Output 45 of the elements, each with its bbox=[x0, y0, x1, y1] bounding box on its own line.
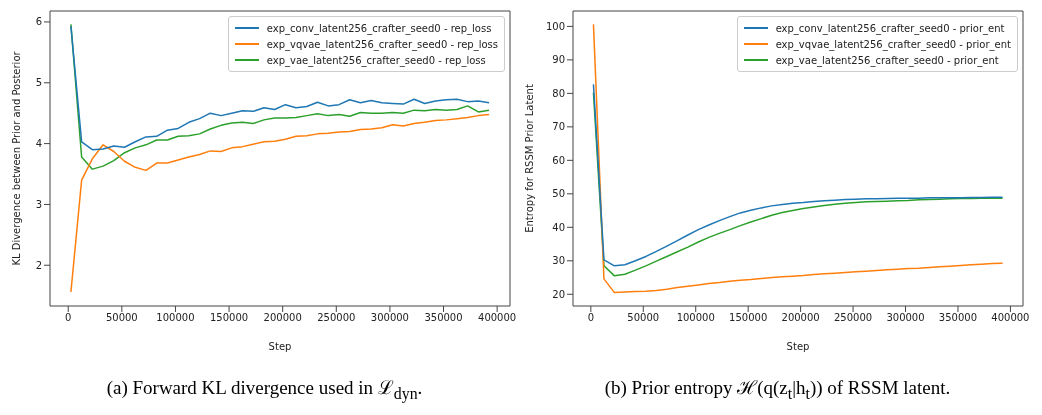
x-tick-label: 300000 bbox=[886, 312, 925, 324]
y-axis-title: Entropy for RSSM Prior Latent bbox=[523, 84, 535, 233]
legend-label: exp_conv_latent256_crafter_seed0 - prior_ent bbox=[775, 22, 1005, 34]
y-tick-label: 6 bbox=[35, 16, 42, 28]
y-tick-label: 70 bbox=[552, 121, 565, 133]
y-tick-label: 40 bbox=[552, 221, 565, 233]
x-tick-label: 50000 bbox=[105, 312, 138, 324]
x-tick-label: 150000 bbox=[209, 312, 249, 324]
text: (b) Prior entropy ℋ(q(z$_{t}$|h$_{t}$)) of RSSM latent. bbox=[603, 376, 952, 403]
x-tick-label: 400000 bbox=[478, 312, 517, 324]
y-tick-label: 80 bbox=[552, 87, 565, 99]
y-tick-label: 50 bbox=[552, 188, 565, 200]
x-tick-label: 100000 bbox=[156, 312, 195, 324]
x-tick-label: 250000 bbox=[317, 312, 356, 324]
x-tick-label: 50000 bbox=[627, 312, 660, 324]
x-tick-label: 0 bbox=[65, 312, 72, 324]
text: (a) Forward KL divergence used in ℒ$_{dyn}$. bbox=[105, 376, 424, 403]
x-tick-label: 400000 bbox=[991, 312, 1030, 324]
legend-label: exp_vae_latent256_crafter_seed0 - prior_ent bbox=[775, 54, 999, 66]
x-tick-label: 350000 bbox=[938, 312, 978, 324]
x-tick-label: 200000 bbox=[263, 312, 302, 324]
legend-label: exp_vqvae_latent256_crafter_seed0 - rep_loss bbox=[266, 38, 498, 50]
x-tick-label: 0 bbox=[587, 312, 595, 324]
y-tick-label: 20 bbox=[552, 288, 565, 300]
y-tick-label: 4 bbox=[35, 138, 42, 150]
y-tick-label: 5 bbox=[35, 77, 42, 89]
x-tick-label: 200000 bbox=[781, 312, 820, 324]
line-series bbox=[70, 113, 490, 293]
x-tick-label: 150000 bbox=[729, 312, 768, 324]
y-tick-label: 3 bbox=[35, 198, 42, 210]
x-axis-title: Step bbox=[786, 341, 810, 352]
x-tick-label: 250000 bbox=[833, 312, 873, 324]
legend-label: exp_vae_latent256_crafter_seed0 - rep_loss bbox=[266, 54, 486, 66]
y-tick-label: 30 bbox=[552, 255, 565, 267]
x-tick-label: 300000 bbox=[370, 312, 409, 324]
x-axis-title: Step bbox=[268, 341, 292, 352]
y-axis-title: KL Divergence between Prior and Posterior bbox=[10, 50, 22, 266]
x-tick-label: 100000 bbox=[676, 312, 715, 324]
y-tick-label: 100 bbox=[545, 20, 565, 32]
x-tick-label: 350000 bbox=[424, 312, 463, 324]
y-tick-label: 2 bbox=[35, 259, 42, 271]
y-tick-label: 90 bbox=[552, 54, 565, 66]
legend-label: exp_conv_latent256_crafter_seed0 - rep_loss bbox=[266, 22, 492, 34]
legend-label: exp_vqvae_latent256_crafter_seed0 - prior_ent bbox=[775, 38, 1011, 50]
y-tick-label: 60 bbox=[552, 154, 565, 166]
